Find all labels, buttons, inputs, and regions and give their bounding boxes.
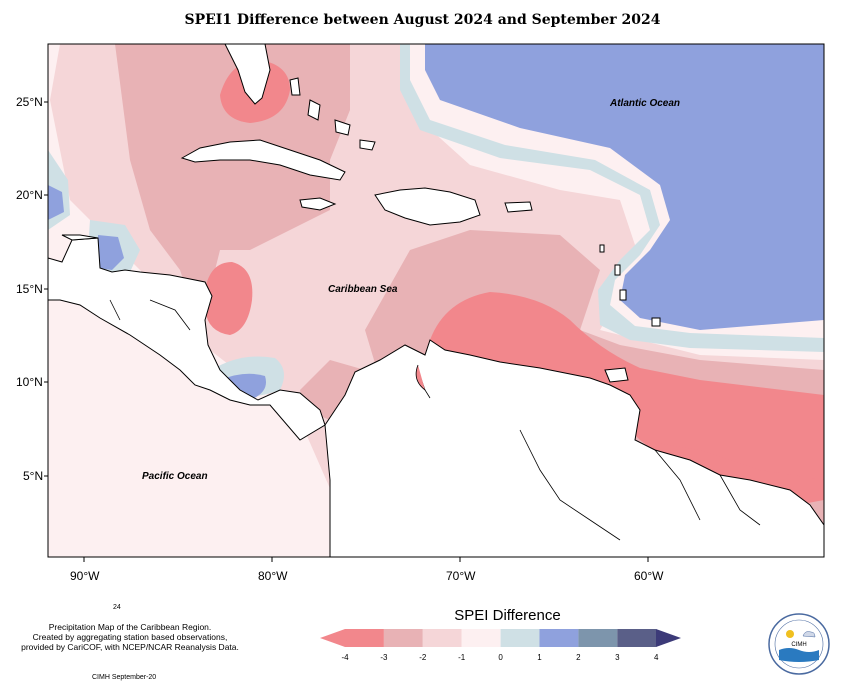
map-frame	[47, 43, 825, 558]
land-cuba	[180, 139, 346, 181]
legend-box	[539, 629, 579, 647]
map-title: SPEI1 Difference between August 2024 and…	[184, 12, 661, 28]
logo-text: CIMH	[791, 642, 806, 648]
field-midred-west	[115, 44, 350, 330]
lon-label-70w: 70°W	[446, 569, 476, 583]
land-bahamas-2	[307, 99, 321, 121]
field-deepred-nicaragua	[205, 262, 253, 335]
legend-arrow-right	[656, 629, 681, 647]
legend-tick-label: -4	[341, 653, 349, 662]
land-hispaniola	[374, 187, 481, 226]
land-antilles-4	[651, 317, 661, 327]
land-bahamas-1	[289, 77, 301, 96]
footnote-line-2: Created by aggregating station based obs…	[32, 632, 228, 642]
legend-ticks: -4 -3 -2 -1 0 1 2 3 4	[341, 653, 659, 662]
lon-label-90w: 90°W	[70, 569, 100, 583]
lat-label-15n: 15°N	[16, 282, 43, 296]
lat-label-5n: 5°N	[23, 469, 43, 483]
axis-ticks	[44, 101, 649, 562]
legend-box	[617, 629, 657, 647]
land-antilles-3	[619, 289, 627, 301]
land-florida	[224, 44, 271, 105]
legend-tick-label: -2	[419, 653, 427, 662]
water-icon	[779, 648, 819, 662]
legend-tick-label: -1	[458, 653, 466, 662]
field-blue-belize-core	[98, 235, 124, 270]
land-central-america	[48, 237, 326, 441]
legend-box	[578, 629, 618, 647]
lat-label-25n: 25°N	[16, 95, 43, 109]
land-antilles-2	[614, 264, 621, 276]
legend-tick-label: 0	[498, 653, 503, 662]
label-caribbean-sea: Caribbean Sea	[328, 284, 398, 295]
legend-arrow-left	[320, 629, 345, 647]
legend-box	[345, 629, 384, 647]
credit-text: CIMH September-20	[92, 674, 157, 681]
land-bahamas-4	[359, 139, 376, 151]
sun-icon	[786, 630, 794, 638]
land-jamaica	[299, 197, 337, 211]
land-south-america	[324, 339, 824, 557]
field-deepred-guiana	[640, 440, 824, 500]
legend-colorbar: -4 -3 -2 -1 0 1 2 3 4	[320, 629, 681, 662]
legend-tick-label: 4	[654, 653, 659, 662]
legend-box	[422, 629, 462, 647]
land-puerto-rico	[504, 201, 533, 213]
lon-label-60w: 60°W	[634, 569, 664, 583]
country-borders	[109, 299, 761, 541]
cloud-icon	[802, 631, 816, 638]
footnote-line-3: provided by CariCOF, with NCEP/NCAR Rean…	[21, 642, 239, 652]
legend-box	[500, 629, 540, 647]
legend-tick-label: 3	[615, 653, 620, 662]
legend-tick-label: 1	[537, 653, 542, 662]
label-pacific-ocean: Pacific Ocean	[142, 471, 208, 482]
field-blue-yucatan-core	[48, 185, 64, 220]
footnote-number: 24	[113, 604, 121, 611]
legend-tick-label: 2	[576, 653, 581, 662]
cimh-logo: CIMH	[768, 613, 830, 675]
land	[48, 44, 824, 557]
map-field	[48, 44, 824, 557]
legend-box	[461, 629, 501, 647]
land-antilles-1	[599, 244, 605, 253]
field-blue-atlantic	[425, 44, 824, 330]
lat-label-10n: 10°N	[16, 375, 43, 389]
land-bahamas-3	[334, 119, 351, 136]
legend-title: SPEI Difference	[454, 607, 561, 624]
land-yucatan	[61, 234, 99, 241]
legend-boxes	[345, 629, 657, 647]
lat-label-20n: 20°N	[16, 188, 43, 202]
lon-label-80w: 80°W	[258, 569, 288, 583]
label-atlantic-ocean: Atlantic Ocean	[609, 98, 680, 109]
legend-tick-label: -3	[380, 653, 388, 662]
footnote-text: Precipitation Map of the Caribbean Regio…	[10, 622, 250, 652]
land-trinidad	[604, 367, 629, 383]
legend-box	[383, 629, 423, 647]
footnote-line-1: Precipitation Map of the Caribbean Regio…	[48, 622, 212, 632]
